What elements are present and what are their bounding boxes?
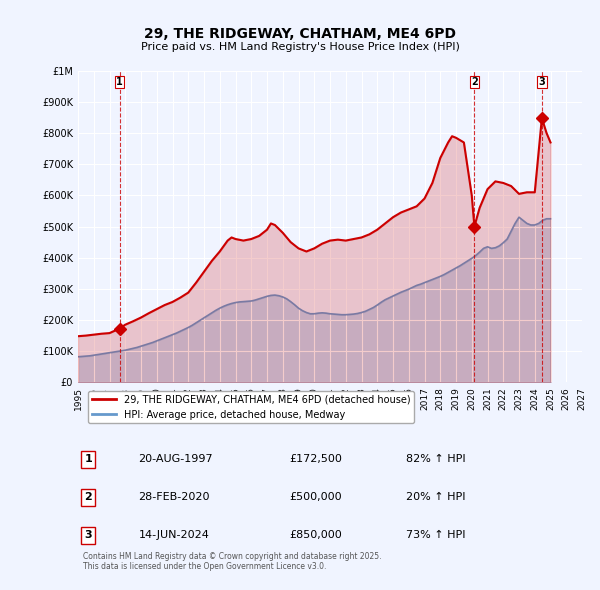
Text: 2: 2 [84, 492, 92, 502]
Text: 3: 3 [84, 530, 92, 540]
Legend: 29, THE RIDGEWAY, CHATHAM, ME4 6PD (detached house), HPI: Average price, detache: 29, THE RIDGEWAY, CHATHAM, ME4 6PD (deta… [88, 391, 415, 424]
Text: 1: 1 [116, 77, 123, 87]
Text: 20-AUG-1997: 20-AUG-1997 [139, 454, 213, 464]
Text: £500,000: £500,000 [290, 492, 343, 502]
Text: £172,500: £172,500 [290, 454, 343, 464]
Text: Price paid vs. HM Land Registry's House Price Index (HPI): Price paid vs. HM Land Registry's House … [140, 42, 460, 53]
Text: 14-JUN-2024: 14-JUN-2024 [139, 530, 209, 540]
Text: Contains HM Land Registry data © Crown copyright and database right 2025.
This d: Contains HM Land Registry data © Crown c… [83, 552, 382, 571]
Text: 28-FEB-2020: 28-FEB-2020 [139, 492, 210, 502]
Text: 29, THE RIDGEWAY, CHATHAM, ME4 6PD: 29, THE RIDGEWAY, CHATHAM, ME4 6PD [144, 27, 456, 41]
Text: 20% ↑ HPI: 20% ↑ HPI [406, 492, 465, 502]
Text: 3: 3 [539, 77, 545, 87]
Text: 1: 1 [84, 454, 92, 464]
Text: 2: 2 [471, 77, 478, 87]
Text: 82% ↑ HPI: 82% ↑ HPI [406, 454, 465, 464]
Text: £850,000: £850,000 [290, 530, 343, 540]
Text: 73% ↑ HPI: 73% ↑ HPI [406, 530, 465, 540]
